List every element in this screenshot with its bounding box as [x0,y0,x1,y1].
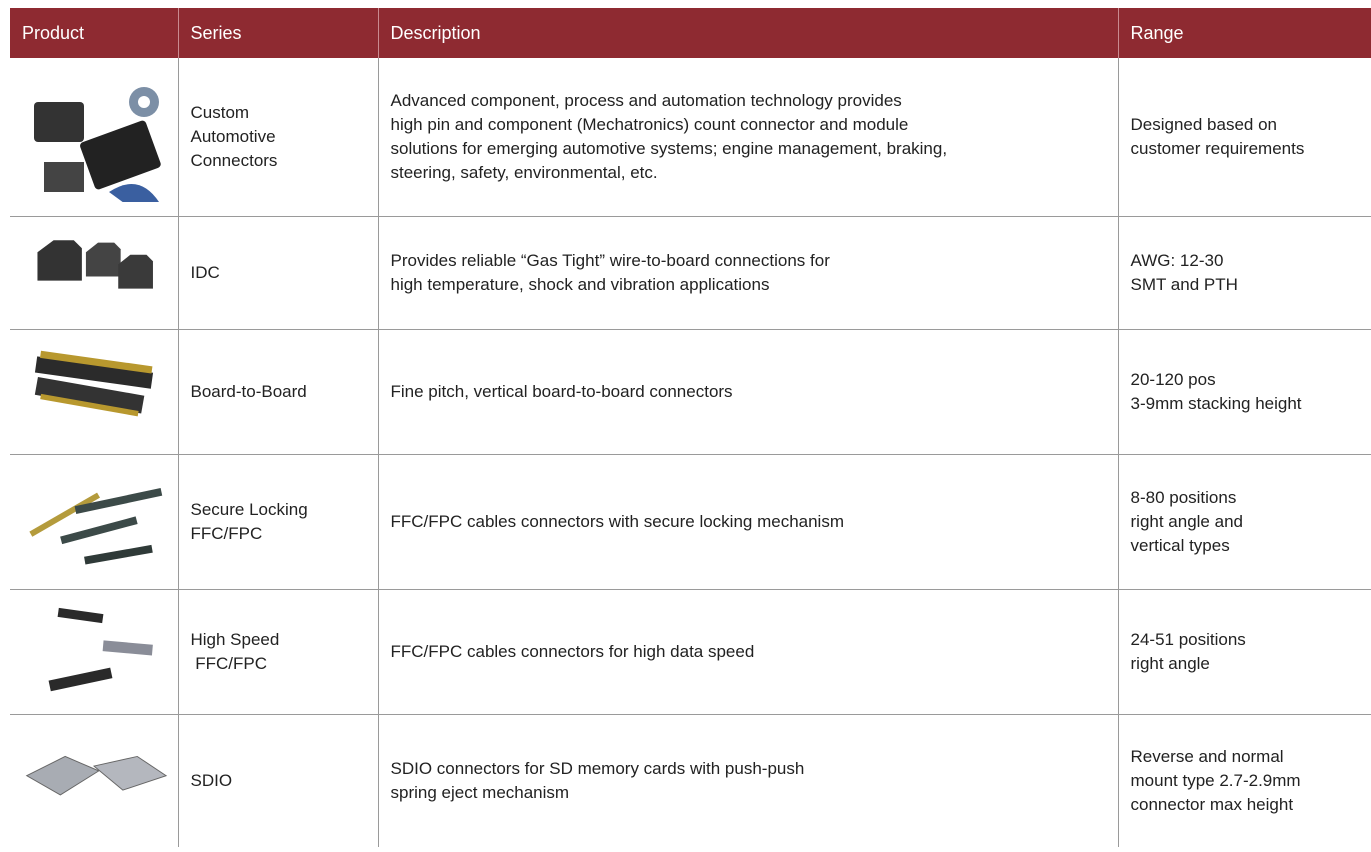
series-cell: High Speed FFC/FPC [177,588,378,714]
table-row: SDIO SDIO connectors for SD memory cards … [10,713,1371,847]
series-cell: SDIO [177,713,378,847]
range-cell: Designed based on customer requirements [1117,58,1371,216]
table-row: Custom Automotive Connectors Advanced compo… [10,58,1371,216]
header-cell: Description [377,8,1118,58]
series-line: Secure Locking [190,499,308,519]
product-image [34,86,161,202]
description-cell: Provides reliable “Gas Tight” wire-to-bo… [377,215,1118,329]
description-cell: FFC/FPC cables connectors with secure lo… [377,453,1118,589]
range-line: customer requirements [1130,138,1305,158]
series-line: SDIO [190,770,233,790]
series-cell: Board-to-Board [177,328,378,454]
range-line: AWG: 12-30 [1130,250,1224,270]
range-line: SMT and PTH [1130,274,1238,294]
series-line: Board-to-Board [190,381,307,401]
series-cell: IDC [177,215,378,329]
header-row: Product Series Description Range [10,8,1371,58]
product-image-cell [10,713,178,847]
description-line: spring eject mechanism [390,782,570,802]
description-cell: Fine pitch, vertical board-to-board conn… [377,328,1118,454]
product-image [48,607,153,692]
range-cell: AWG: 12-30 SMT and PTH [1117,215,1371,329]
description-line: Fine pitch, vertical board-to-board conn… [390,381,733,401]
series-line: Custom [190,102,250,122]
series-line: High Speed [190,629,280,649]
product-image-cell [10,328,178,454]
table-row: Secure Locking FFC/FPC FFC/FPC cables conn… [10,453,1371,589]
description-line: solutions for emerging automotive system… [390,138,948,158]
range-line: right angle [1130,653,1210,673]
description-line: Advanced component, process and automati… [390,90,902,110]
header-cell: Range [1117,8,1371,58]
range-line: 8-80 positions [1130,487,1237,507]
description-cell: FFC/FPC cables connectors for high data … [377,588,1118,714]
range-line: connector max height [1130,794,1294,814]
range-cell: 8-80 positions right angle and vertical ty… [1117,453,1371,589]
range-line: 24-51 positions [1130,629,1246,649]
header-cell: Product [10,8,178,58]
table-row: High Speed FFC/FPC FFC/FPC cables connect… [10,588,1371,714]
description-line: SDIO connectors for SD memory cards with… [390,758,805,778]
product-image-cell [10,58,178,216]
range-line: 3-9mm stacking height [1130,393,1302,413]
range-line: vertical types [1130,535,1230,555]
description-line: FFC/FPC cables connectors for high data … [390,641,755,661]
product-image [29,488,163,565]
product-image-cell [10,588,178,714]
table-row: Board-to-Board Fine pitch, vertical board… [10,328,1371,454]
range-line: Designed based on [1130,114,1278,134]
description-line: Provides reliable “Gas Tight” wire-to-bo… [390,250,830,270]
product-image-cell [10,453,178,589]
description-line: steering, safety, environmental, etc. [390,162,658,182]
product-image [25,756,168,796]
description-line: FFC/FPC cables connectors with secure lo… [390,511,845,531]
table-row: IDC Provides reliable “Gas Tight” wire-to… [10,215,1371,329]
range-line: Reverse and normal [1130,746,1284,766]
series-line: Connectors [190,150,278,170]
product-image-cell [10,215,178,329]
description-cell: SDIO connectors for SD memory cards with… [377,713,1118,847]
series-line: FFC/FPC [190,653,267,673]
series-line: IDC [190,262,220,282]
range-line: right angle and [1130,511,1243,531]
range-line: 20-120 pos [1130,369,1216,389]
header-cell: Series [177,8,378,58]
table-wrap: Product Series Description Range Custom Auto… [10,8,1371,847]
range-line: mount type 2.7-2.9mm [1130,770,1301,790]
range-cell: 24-51 positions right angle [1117,588,1371,714]
series-cell: Custom Automotive Connectors [177,58,378,216]
table-body: Custom Automotive Connectors Advanced compo… [10,58,1371,847]
series-line: Automotive [190,126,276,146]
series-cell: Secure Locking FFC/FPC [177,453,378,589]
product-image [34,350,154,417]
description-cell: Advanced component, process and automati… [377,58,1118,216]
product-image [37,240,153,289]
description-line: high temperature, shock and vibration ap… [390,274,770,294]
series-line: FFC/FPC [190,523,263,543]
product-table: Product Series Description Range Custom Auto… [10,8,1371,847]
range-cell: Reverse and normal mount type 2.7-2.9mm co… [1117,713,1371,847]
range-cell: 20-120 pos 3-9mm stacking height [1117,328,1371,454]
description-line: high pin and component (Mechatronics) co… [390,114,909,134]
